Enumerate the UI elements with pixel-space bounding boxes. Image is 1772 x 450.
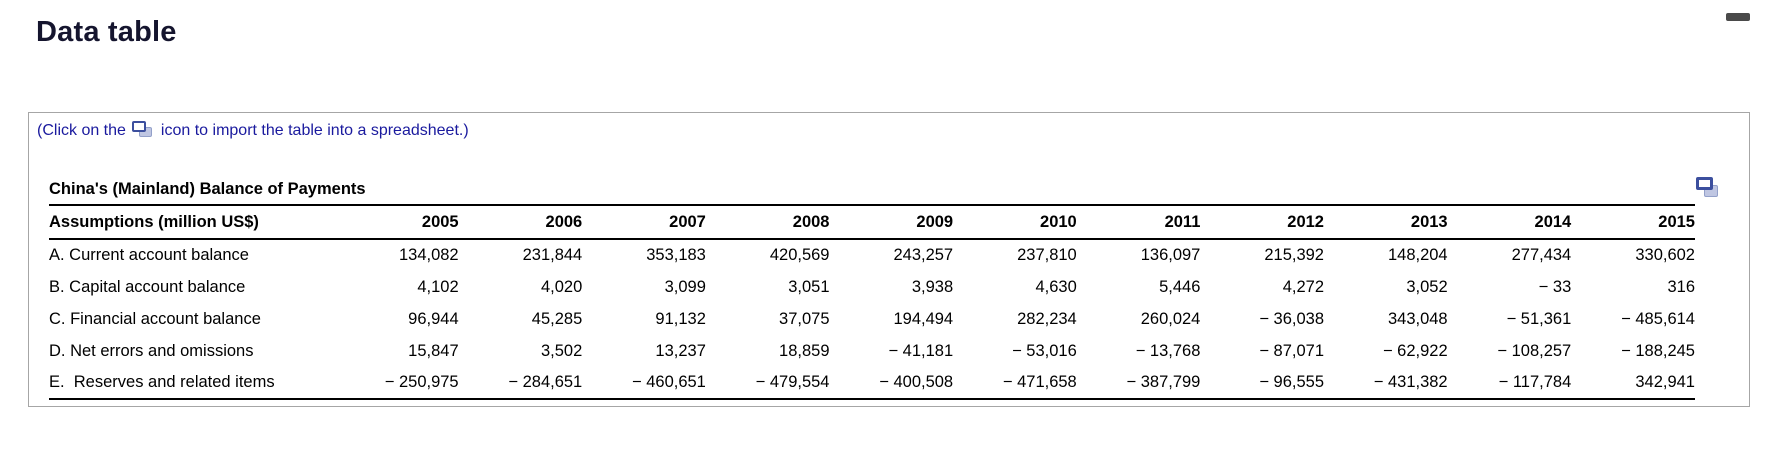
table-header-row: Assumptions (million US$) 2005 2006 2007 20… [49,205,1695,240]
value-cell: 3,502 [540,341,583,360]
page-title: Data table [36,16,177,48]
value-cell: 3,099 [664,277,706,296]
year-header-2014: 2014 [1447,205,1572,240]
value-cell: 316 [1667,277,1695,296]
value-cell: 282,234 [1017,309,1077,328]
value-cell: 4,630 [1035,277,1077,296]
value-cell: − 51,361 [1506,309,1572,328]
instruction-text-prefix: (Click on the [37,122,126,139]
year-header-2006: 2006 [458,205,583,240]
value-cell: 37,075 [779,309,830,328]
value-cell: − 471,658 [953,367,1077,400]
value-cell: 343,048 [1387,309,1448,328]
row-label: D. Net errors and omissions [49,341,254,360]
table-row: A. Current account balance 134,082 231,844… [49,239,1695,271]
value-cell: 134,082 [398,246,459,264]
table-row: B. Capital account balance 4,102 4,020 3,09… [49,271,1695,303]
table-row: C. Financial account balance 96,944 45,285… [49,303,1695,335]
value-cell: − 400,508 [829,367,954,400]
instruction-text-suffix: icon to import the table into a spreadsh… [160,122,469,139]
value-cell: − 53,016 [1012,341,1077,360]
year-header-2013: 2013 [1324,205,1448,240]
value-cell: 342,941 [1571,367,1695,400]
value-cell: 15,847 [408,341,459,360]
value-cell: 330,602 [1635,246,1695,264]
value-cell: 148,204 [1387,246,1448,264]
value-cell: − 250,975 [335,367,459,400]
row-label: A. Current account balance [49,246,249,264]
value-cell: 4,102 [417,277,459,296]
window-minimize-dash-icon[interactable] [1726,13,1750,21]
value-cell: 91,132 [655,309,706,328]
value-cell: − 188,245 [1621,341,1695,360]
balance-of-payments-table: China's (Mainland) Balance of Payments A… [49,175,1695,400]
import-instruction: (Click on the icon to import the table in… [29,113,1749,140]
value-cell: − 62,922 [1382,341,1448,360]
icon-front-window [1696,177,1713,190]
year-header-2009: 2009 [829,205,954,240]
year-header-2015: 2015 [1571,205,1695,240]
value-cell: 277,434 [1511,246,1572,264]
year-header-2005: 2005 [335,205,459,240]
icon-front-window [131,121,146,132]
value-cell: − 460,651 [582,367,706,400]
import-spreadsheet-icon[interactable] [131,121,153,138]
value-cell: 96,944 [408,309,459,328]
year-header-2007: 2007 [582,205,706,240]
value-cell: 5,446 [1159,277,1201,296]
table-header-label: Assumptions (million US$) [49,205,335,240]
value-cell: 3,938 [911,277,954,296]
value-cell: 4,020 [540,277,583,296]
value-cell: 45,285 [531,309,583,328]
value-cell: 4,272 [1282,277,1324,296]
year-header-2008: 2008 [705,205,830,240]
value-cell: 136,097 [1140,246,1201,264]
value-cell: 215,392 [1264,246,1324,264]
value-cell: − 284,651 [458,367,583,400]
table-row: D. Net errors and omissions 15,847 3,502 13… [49,335,1695,367]
year-header-2010: 2010 [953,205,1077,240]
value-cell: 231,844 [522,246,583,264]
value-cell: − 33 [1538,277,1572,296]
value-cell: 3,051 [788,277,830,296]
table-title-row: China's (Mainland) Balance of Payments [49,175,1695,206]
value-cell: − 13,768 [1135,341,1201,360]
table-row: E. Reserves and related items − 250,975− … [49,367,1695,400]
year-header-2012: 2012 [1200,205,1324,240]
value-cell: − 36,038 [1259,309,1324,328]
value-cell: − 387,799 [1076,367,1201,400]
value-cell: 3,052 [1406,277,1448,296]
value-cell: 420,569 [769,246,830,264]
import-spreadsheet-icon[interactable] [1696,177,1719,198]
data-table-panel: (Click on the icon to import the table in… [28,112,1750,407]
row-label: C. Financial account balance [49,309,261,328]
value-cell: − 479,554 [705,367,830,400]
table-title: China's (Mainland) Balance of Payments [49,175,1695,206]
row-label: B. Capital account balance [49,277,246,296]
value-cell: − 108,257 [1497,341,1572,360]
year-header-2011: 2011 [1076,205,1201,240]
value-cell: 13,237 [655,341,706,360]
row-label: E. Reserves and related items [49,367,335,400]
value-cell: 243,257 [893,246,954,264]
value-cell: 237,810 [1017,246,1077,264]
value-cell: 194,494 [893,309,954,328]
value-cell: 18,859 [779,341,830,360]
value-cell: − 87,071 [1259,341,1324,360]
value-cell: − 431,382 [1324,367,1448,400]
value-cell: − 96,555 [1200,367,1324,400]
value-cell: 260,024 [1140,309,1201,328]
value-cell: − 117,784 [1447,367,1572,400]
value-cell: 353,183 [646,246,706,264]
value-cell: − 485,614 [1621,309,1695,328]
value-cell: − 41,181 [888,341,954,360]
